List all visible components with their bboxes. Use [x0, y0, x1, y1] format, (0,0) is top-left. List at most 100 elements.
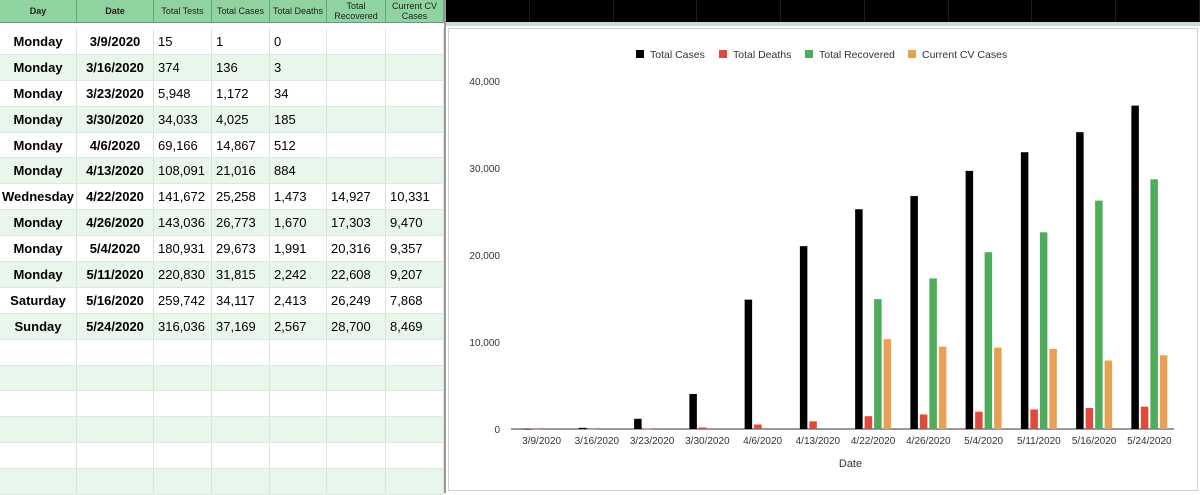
cell-date[interactable]: 4/26/2020 — [77, 210, 154, 235]
cell-total-cases[interactable]: 14,867 — [212, 133, 270, 158]
cell-total-deaths[interactable]: 34 — [270, 81, 327, 106]
cell-day[interactable]: Monday — [0, 107, 77, 132]
cell-date[interactable]: 3/16/2020 — [77, 55, 154, 80]
cell-day[interactable]: Sunday — [0, 314, 77, 339]
cell-current-cv-cases[interactable] — [386, 55, 444, 80]
cell-total-deaths[interactable]: 0 — [270, 29, 327, 54]
cell-total-deaths[interactable]: 1,670 — [270, 210, 327, 235]
cell-total-deaths[interactable] — [270, 469, 327, 494]
cell-total-recovered[interactable]: 26,249 — [327, 288, 386, 313]
cell-total-deaths[interactable]: 512 — [270, 133, 327, 158]
cell-day[interactable]: Wednesday — [0, 184, 77, 209]
spreadsheet[interactable]: Day Date Total Tests Total Cases Total D… — [0, 0, 446, 493]
header-total-tests[interactable]: Total Tests — [154, 0, 212, 22]
cell-current-cv-cases[interactable]: 8,469 — [386, 314, 444, 339]
cell-total-recovered[interactable] — [327, 55, 386, 80]
cell-total-cases[interactable] — [212, 391, 270, 416]
cell-current-cv-cases[interactable]: 9,207 — [386, 262, 444, 287]
cell-date[interactable]: 5/11/2020 — [77, 262, 154, 287]
cell-total-cases[interactable]: 31,815 — [212, 262, 270, 287]
cell-current-cv-cases[interactable]: 9,470 — [386, 210, 444, 235]
cell-total-cases[interactable] — [212, 469, 270, 494]
cell-total-deaths[interactable]: 2,567 — [270, 314, 327, 339]
cell-total-recovered[interactable] — [327, 29, 386, 54]
cell-date[interactable]: 4/13/2020 — [77, 158, 154, 183]
cell-total-cases[interactable]: 34,117 — [212, 288, 270, 313]
cell-current-cv-cases[interactable] — [386, 158, 444, 183]
cell-total-recovered[interactable]: 14,927 — [327, 184, 386, 209]
cell-total-cases[interactable]: 25,258 — [212, 184, 270, 209]
cell-current-cv-cases[interactable] — [386, 366, 444, 391]
cell-total-cases[interactable]: 29,673 — [212, 236, 270, 261]
cell-total-recovered[interactable]: 17,303 — [327, 210, 386, 235]
cell-total-tests[interactable]: 259,742 — [154, 288, 212, 313]
cell-date[interactable]: 3/9/2020 — [77, 29, 154, 54]
cell-day[interactable] — [0, 391, 77, 416]
cell-total-tests[interactable]: 34,033 — [154, 107, 212, 132]
cell-total-cases[interactable] — [212, 340, 270, 365]
cell-day[interactable]: Monday — [0, 262, 77, 287]
cell-total-tests[interactable] — [154, 391, 212, 416]
cell-date[interactable] — [77, 366, 154, 391]
cell-total-deaths[interactable] — [270, 417, 327, 442]
header-total-cases[interactable]: Total Cases — [212, 0, 270, 22]
cell-date[interactable]: 4/6/2020 — [77, 133, 154, 158]
cell-total-deaths[interactable]: 3 — [270, 55, 327, 80]
cell-current-cv-cases[interactable] — [386, 417, 444, 442]
cell-total-deaths[interactable] — [270, 366, 327, 391]
cell-current-cv-cases[interactable]: 7,868 — [386, 288, 444, 313]
cell-day[interactable]: Monday — [0, 236, 77, 261]
cell-total-deaths[interactable]: 1,991 — [270, 236, 327, 261]
cell-day[interactable]: Monday — [0, 29, 77, 54]
cell-date[interactable]: 5/16/2020 — [77, 288, 154, 313]
cell-total-recovered[interactable] — [327, 391, 386, 416]
cell-total-tests[interactable] — [154, 417, 212, 442]
cell-total-tests[interactable]: 69,166 — [154, 133, 212, 158]
cell-total-cases[interactable]: 1,172 — [212, 81, 270, 106]
cell-total-deaths[interactable] — [270, 391, 327, 416]
bar-chart[interactable]: 0 10,000 20,000 30,000 40,000 3/9/2020 3/16/20… — [448, 28, 1198, 491]
cell-date[interactable]: 5/24/2020 — [77, 314, 154, 339]
header-total-deaths[interactable]: Total Deaths — [270, 0, 327, 22]
cell-total-recovered[interactable] — [327, 81, 386, 106]
cell-total-tests[interactable] — [154, 366, 212, 391]
cell-current-cv-cases[interactable]: 10,331 — [386, 184, 444, 209]
header-date[interactable]: Date — [77, 0, 154, 22]
cell-total-deaths[interactable]: 185 — [270, 107, 327, 132]
cell-total-recovered[interactable] — [327, 158, 386, 183]
cell-total-tests[interactable] — [154, 443, 212, 468]
cell-day[interactable]: Monday — [0, 133, 77, 158]
cell-total-cases[interactable]: 26,773 — [212, 210, 270, 235]
cell-date[interactable]: 4/22/2020 — [77, 184, 154, 209]
cell-date[interactable] — [77, 443, 154, 468]
cell-date[interactable] — [77, 340, 154, 365]
cell-total-recovered[interactable] — [327, 417, 386, 442]
cell-total-recovered[interactable]: 28,700 — [327, 314, 386, 339]
cell-total-recovered[interactable] — [327, 443, 386, 468]
cell-current-cv-cases[interactable] — [386, 391, 444, 416]
cell-total-recovered[interactable] — [327, 133, 386, 158]
cell-total-deaths[interactable]: 884 — [270, 158, 327, 183]
cell-day[interactable] — [0, 469, 77, 494]
cell-total-tests[interactable]: 180,931 — [154, 236, 212, 261]
cell-current-cv-cases[interactable] — [386, 133, 444, 158]
cell-total-recovered[interactable] — [327, 340, 386, 365]
cell-date[interactable] — [77, 469, 154, 494]
cell-current-cv-cases[interactable] — [386, 81, 444, 106]
header-total-recovered[interactable]: Total Recovered — [327, 0, 386, 22]
cell-total-deaths[interactable] — [270, 340, 327, 365]
cell-total-tests[interactable]: 220,830 — [154, 262, 212, 287]
cell-total-tests[interactable]: 141,672 — [154, 184, 212, 209]
cell-total-cases[interactable] — [212, 366, 270, 391]
cell-total-cases[interactable]: 37,169 — [212, 314, 270, 339]
cell-day[interactable]: Monday — [0, 210, 77, 235]
header-current-cv-cases[interactable]: Current CV Cases — [386, 0, 444, 22]
cell-day[interactable] — [0, 443, 77, 468]
cell-total-deaths[interactable]: 2,413 — [270, 288, 327, 313]
cell-total-tests[interactable]: 15 — [154, 29, 212, 54]
cell-day[interactable] — [0, 340, 77, 365]
cell-date[interactable]: 3/30/2020 — [77, 107, 154, 132]
cell-total-cases[interactable]: 136 — [212, 55, 270, 80]
cell-total-tests[interactable]: 143,036 — [154, 210, 212, 235]
cell-current-cv-cases[interactable] — [386, 29, 444, 54]
